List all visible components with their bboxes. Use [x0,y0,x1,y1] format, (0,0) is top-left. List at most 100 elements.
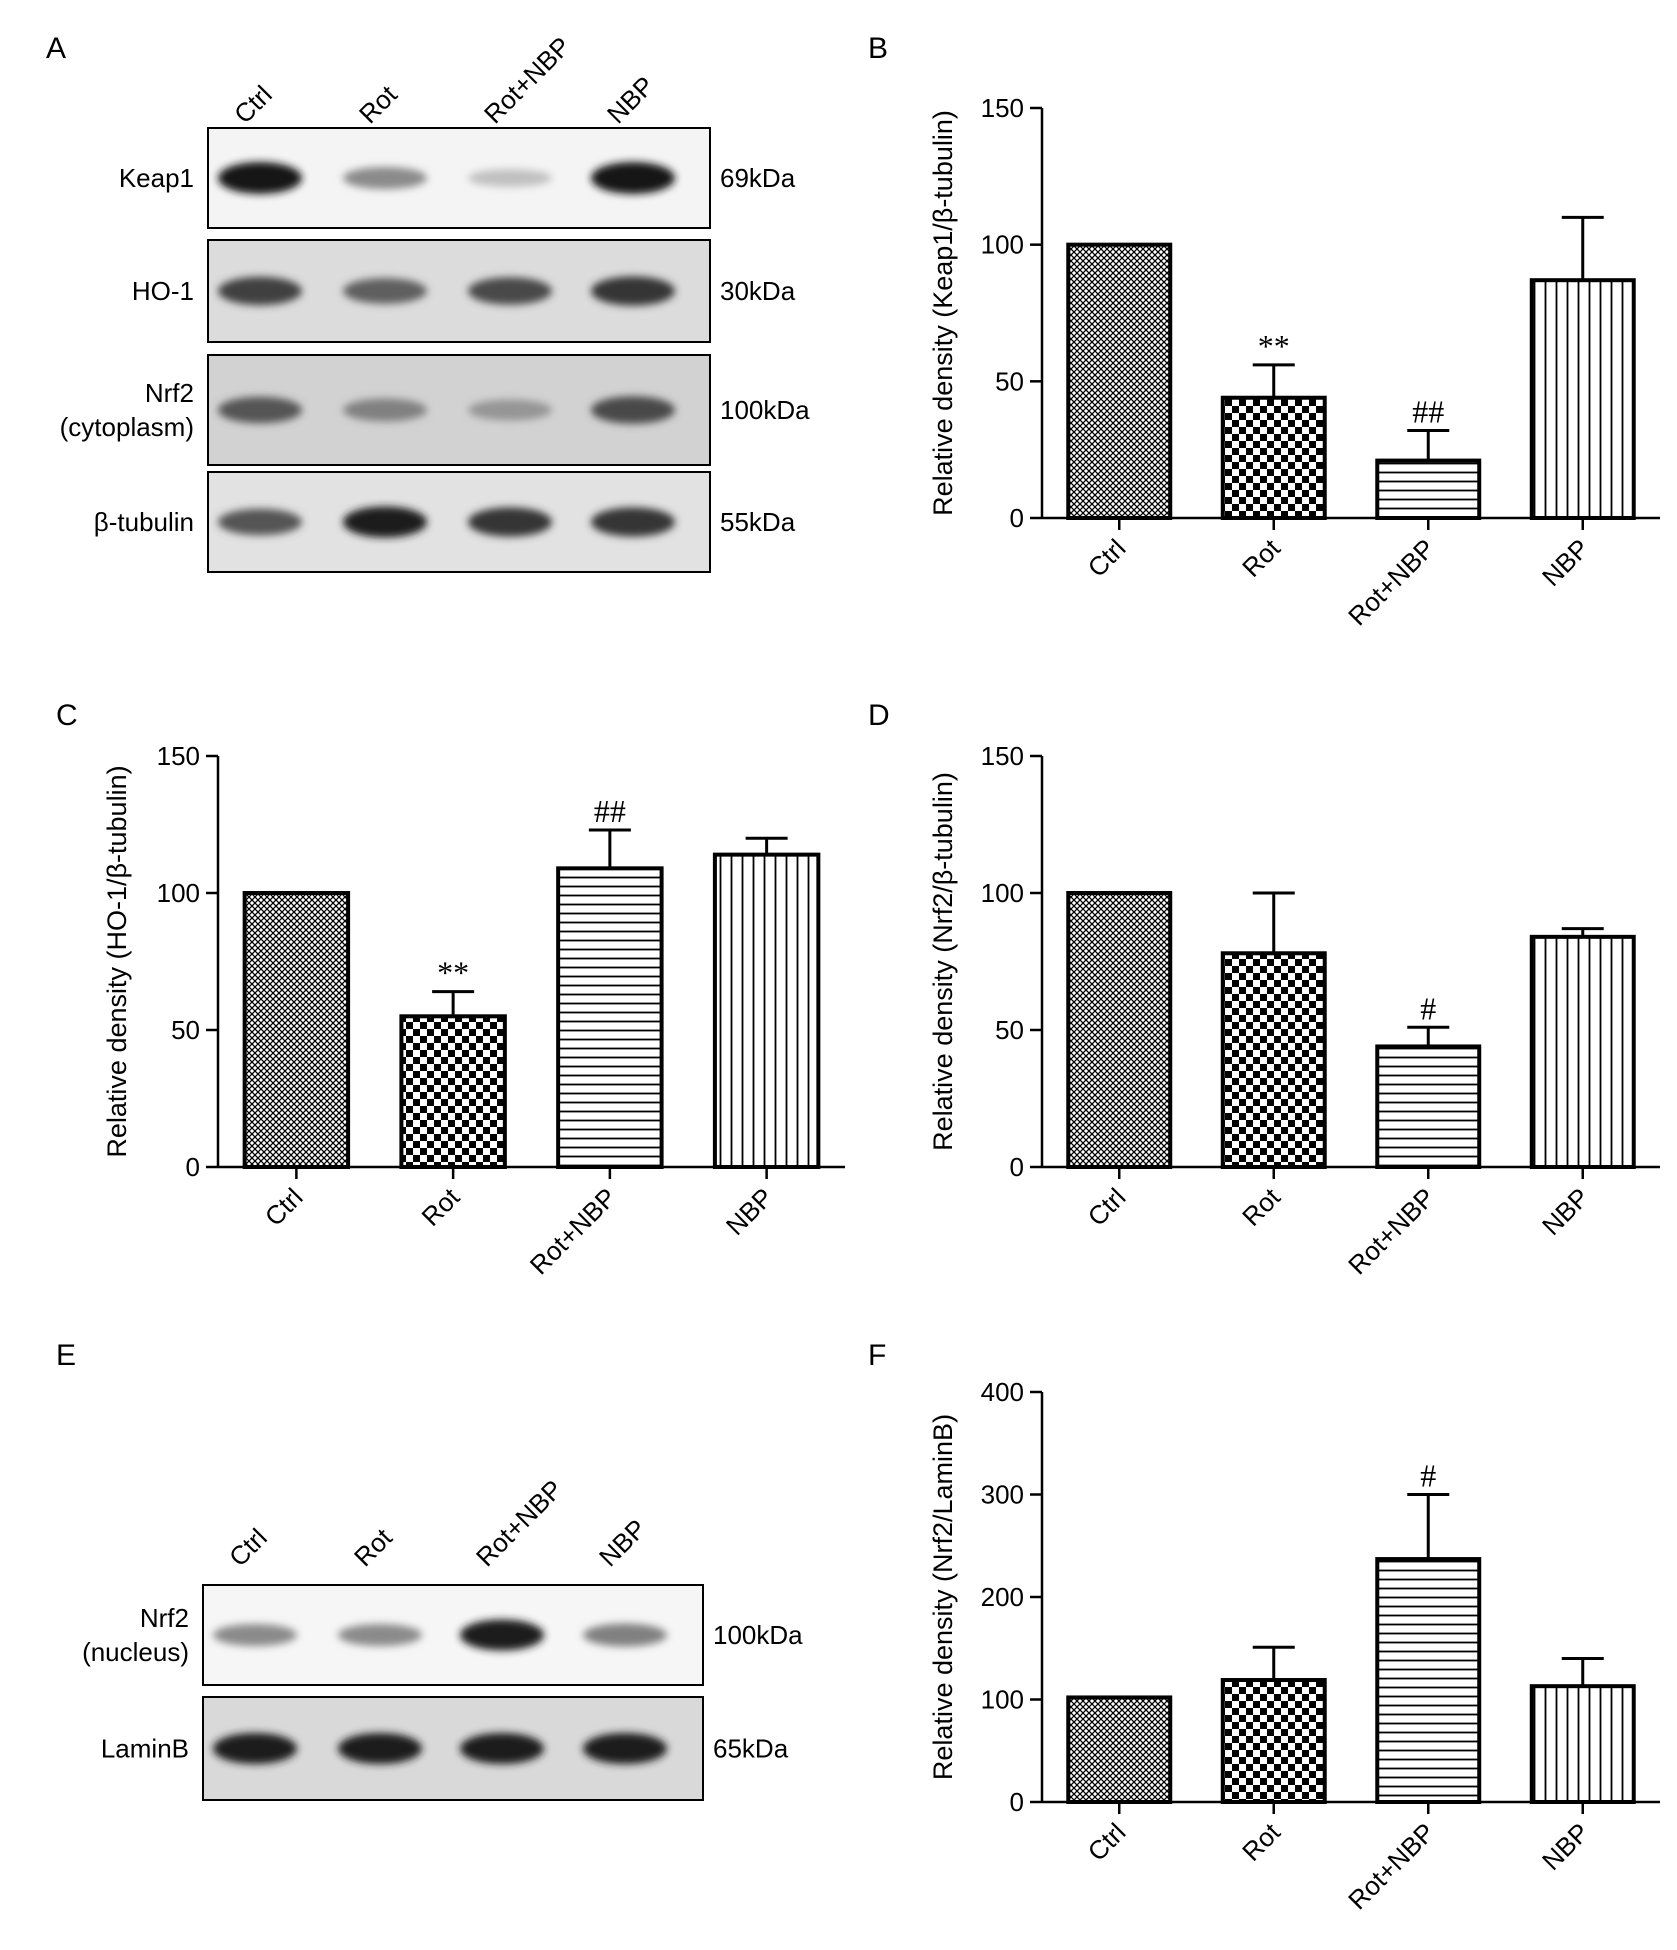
blot-band [343,278,427,304]
blot-row-label: Nrf2 [145,378,194,408]
y-tick-label: 100 [981,1685,1024,1715]
y-tick-label: 0 [1010,503,1024,533]
panel-letter-a: A [46,32,66,65]
blot-band [591,162,675,194]
blot-band [213,1623,297,1647]
x-tick-label: NBP [720,1182,779,1241]
blot-band [468,169,552,187]
bar-chart-c: 0 50 100 150 Relative density (HO-1/β-tubuli… [102,741,845,1280]
bar [399,1014,507,1169]
blot-band [218,508,302,536]
y-tick-label: 150 [981,741,1024,771]
bar [1066,242,1173,521]
lane-label: Rot+NBP [478,31,576,129]
x-tick-label: Rot [1236,1181,1286,1231]
blot-band [468,277,552,305]
y-tick-label: 100 [981,230,1024,260]
bar [1375,1557,1482,1804]
lane-label: NBP [601,70,660,129]
bar [1375,458,1482,521]
lane-label: Rot [348,1522,398,1572]
blot-band [218,276,302,306]
blot-band [343,506,427,538]
bar [1529,934,1636,1170]
blot-band [591,276,675,306]
blot-band [218,162,302,194]
bar [1220,395,1327,521]
significance-marker: # [1420,990,1436,1026]
x-tick-label: Rot+NBP [524,1182,622,1280]
bar-chart-d: 0 50 100 150 Relative density (Nrf2/β-tubuli… [928,741,1660,1280]
blot-row-label: β-tubulin [94,507,194,537]
significance-marker: ** [437,955,469,991]
x-tick-label: Ctrl [259,1182,309,1232]
y-tick-label: 0 [1010,1152,1024,1182]
bar [1066,891,1173,1169]
bar [556,866,664,1170]
y-tick-label: 100 [981,878,1024,908]
panel-letter-d: D [868,699,890,732]
panel-letter-b: B [868,32,888,65]
blot-row-label: (nucleus) [82,1637,189,1667]
molecular-weight-label: 69kDa [720,163,796,193]
y-tick-label: 150 [981,93,1024,123]
x-tick-label: Ctrl [1082,1817,1132,1867]
blot-row-label: (cytoplasm) [60,412,194,442]
lane-label: Ctrl [228,79,278,129]
molecular-weight-label: 100kDa [713,1620,803,1650]
x-tick-label: NBP [1536,533,1595,592]
bar [1220,951,1327,1170]
bar-chart-f: 0 100 200 300 400 Relative density (Nrf2/Lami… [928,1377,1660,1915]
bar [1220,1678,1327,1805]
bar [1066,1695,1173,1804]
x-tick-label: Rot [1236,532,1286,582]
y-tick-label: 100 [157,878,200,908]
significance-marker: # [1420,1458,1436,1494]
bar [1529,278,1636,521]
y-tick-label: 50 [995,1015,1024,1045]
panel-letter-f: F [868,1339,886,1372]
blot-band [338,1623,422,1647]
x-tick-label: Rot+NBP [1342,533,1440,631]
y-tick-label: 200 [981,1582,1024,1612]
y-tick-label: 150 [157,741,200,771]
blot-band [460,1619,544,1651]
x-tick-label: NBP [1536,1817,1595,1876]
molecular-weight-label: 65kDa [713,1734,789,1764]
x-tick-label: NBP [1536,1182,1595,1241]
x-tick-label: Ctrl [1082,533,1132,583]
blot-band [460,1732,544,1765]
blot-band [468,399,552,421]
y-tick-label: 0 [186,1152,200,1182]
lane-label: Rot+NBP [470,1474,568,1572]
blot-row-label: Keap1 [119,163,194,193]
blot-band [583,1732,667,1765]
bar [1375,1044,1482,1169]
significance-marker: ## [1412,394,1444,430]
blot-band [591,507,675,537]
blot-row-label: LaminB [101,1734,189,1764]
western-blot-e: Ctrl Rot Rot+NBP NBP Nrf2 (nucleus) 100kDa Lami… [82,1474,803,1801]
x-tick-label: Rot+NBP [1342,1817,1440,1915]
molecular-weight-label: 100kDa [720,395,810,425]
lane-label: Ctrl [223,1522,273,1572]
y-tick-label: 0 [1010,1787,1024,1817]
y-axis-label: Relative density (HO-1/β-tubulin) [102,765,132,1157]
x-tick-label: Rot [1236,1816,1286,1866]
bar [712,852,821,1169]
blot-band [343,398,427,422]
western-blot-a: Ctrl Rot Rot+NBP NBP Keap1 69kDa HO-1 30kDa Nrf2… [60,31,810,573]
y-axis-label: Relative density (Nrf2/LaminB) [928,1414,958,1780]
significance-marker: ** [1258,328,1290,364]
blot-band [338,1732,422,1765]
bar [1529,1684,1636,1805]
y-tick-label: 50 [995,366,1024,396]
y-axis-label: Relative density (Keap1/β-tubulin) [928,110,958,516]
blot-band [591,396,675,424]
panel-letter-e: E [56,1339,76,1372]
blot-band [213,1732,297,1765]
lane-label: NBP [593,1513,652,1572]
y-tick-label: 400 [981,1377,1024,1407]
y-tick-label: 50 [171,1015,200,1045]
blot-band [343,166,427,190]
